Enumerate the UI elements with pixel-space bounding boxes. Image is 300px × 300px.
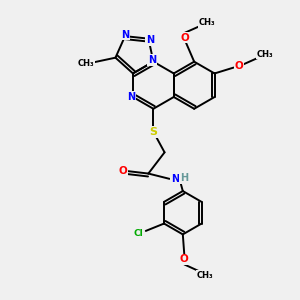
Text: Cl: Cl (133, 230, 143, 238)
Text: N: N (146, 35, 154, 45)
Text: CH₃: CH₃ (196, 271, 213, 280)
Text: O: O (234, 61, 243, 71)
Text: CH₃: CH₃ (77, 59, 94, 68)
Text: O: O (180, 254, 189, 264)
Text: O: O (119, 166, 128, 176)
Text: N: N (171, 174, 179, 184)
Text: N: N (148, 55, 156, 65)
Text: S: S (149, 127, 158, 137)
Text: N: N (128, 92, 136, 102)
Text: CH₃: CH₃ (198, 18, 215, 27)
Text: H: H (180, 173, 188, 183)
Text: O: O (180, 32, 189, 43)
Text: CH₃: CH₃ (257, 50, 274, 59)
Text: N: N (121, 30, 129, 40)
